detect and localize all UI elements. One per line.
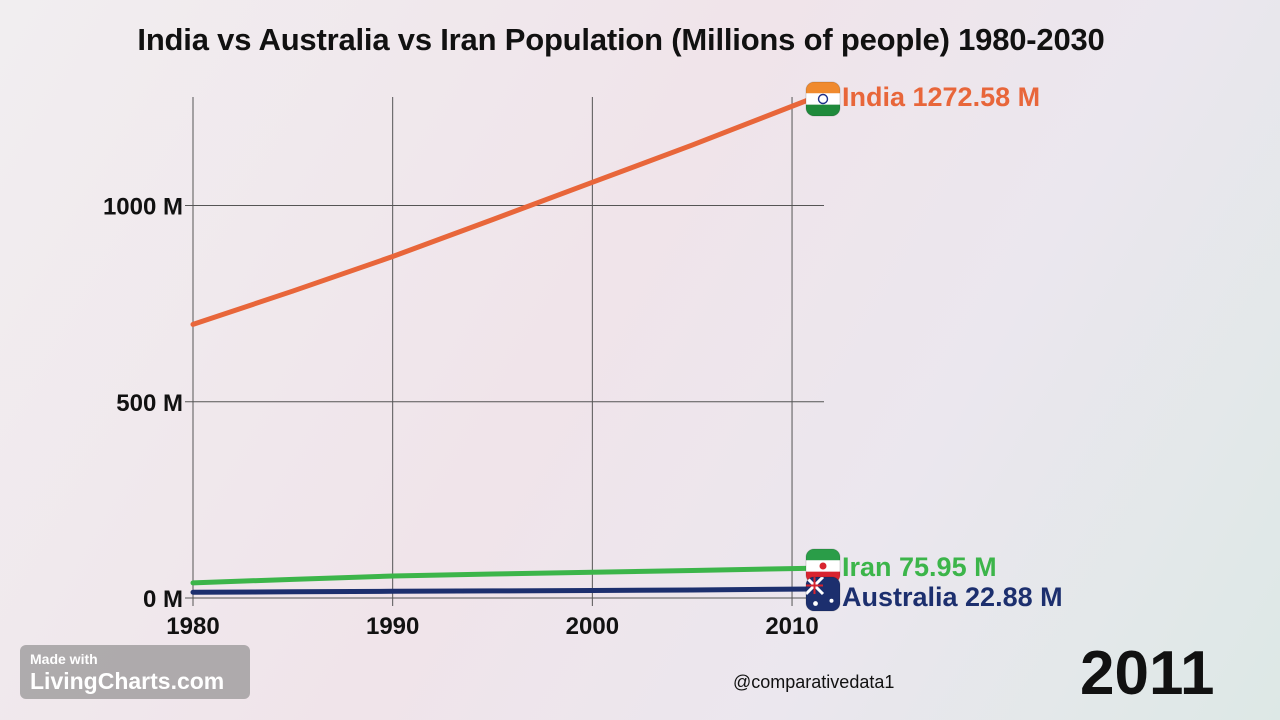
y-tick-label: 500 M xyxy=(116,390,183,417)
grid xyxy=(185,97,824,606)
series-line-india xyxy=(190,96,815,327)
x-tick-label: 1990 xyxy=(366,613,419,640)
x-tick-label: 1980 xyxy=(166,613,219,640)
channel-handle: @comparativedata1 xyxy=(733,672,895,692)
x-tick-label: 2000 xyxy=(566,613,619,640)
watermark-line1: Made with xyxy=(30,651,98,667)
series-lines xyxy=(190,96,815,595)
watermark-line2: LivingCharts.com xyxy=(30,668,225,694)
chart-title: India vs Australia vs Iran Population (M… xyxy=(137,22,1105,57)
y-tick-label: 1000 M xyxy=(103,194,183,221)
series-label-australia: Australia 22.88 M xyxy=(842,582,1063,612)
australia-flag-icon xyxy=(805,576,841,612)
living-charts-watermark: Made with LivingCharts.com xyxy=(20,645,250,699)
series-label-india: India 1272.58 M xyxy=(842,82,1040,112)
series-line-australia xyxy=(190,586,815,595)
india-flag-icon xyxy=(805,81,841,117)
y-axis-ticks: 0 M 500 M 1000 M xyxy=(103,194,183,614)
current-year: 2011 xyxy=(1080,639,1215,708)
y-tick-label: 0 M xyxy=(143,586,183,613)
x-axis-ticks: 1980 1990 2000 2010 xyxy=(166,613,818,640)
x-tick-label: 2010 xyxy=(765,613,818,640)
series-label-iran: Iran 75.95 M xyxy=(842,552,997,582)
series-line-iran xyxy=(190,565,815,586)
